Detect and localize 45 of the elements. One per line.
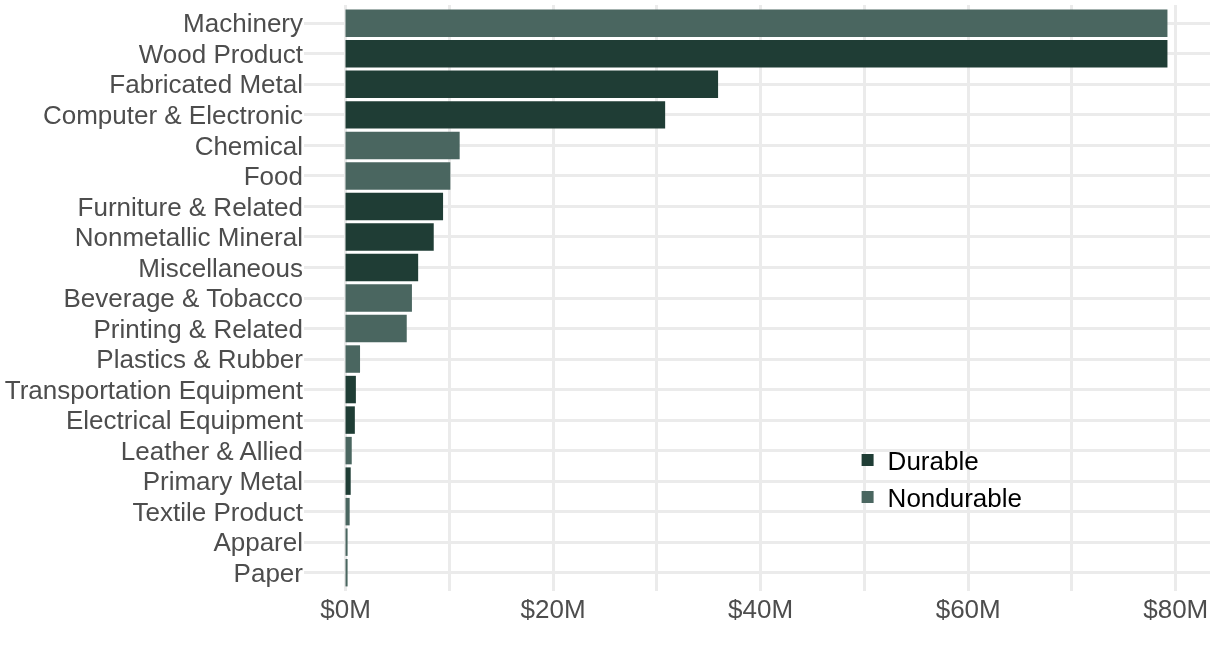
bar bbox=[345, 131, 460, 160]
bar bbox=[345, 192, 444, 221]
y-tick-label: Leather & Allied bbox=[120, 435, 303, 466]
y-tick-label: Wood Product bbox=[138, 38, 304, 69]
bar bbox=[345, 101, 666, 129]
y-tick-label: Paper bbox=[233, 557, 304, 588]
y-tick-label: Primary Metal bbox=[142, 466, 303, 497]
legend-label: Nondurable bbox=[887, 483, 1023, 514]
y-tick-label: Chemical bbox=[194, 130, 303, 161]
bar bbox=[345, 345, 361, 373]
y-tick-label: Machinery bbox=[183, 8, 303, 39]
x-tick-label: $80M bbox=[1143, 594, 1209, 624]
y-tick-label: Textile Product bbox=[132, 496, 304, 527]
bar bbox=[345, 162, 451, 190]
bar bbox=[345, 253, 419, 282]
y-tick-label: Nonmetallic Mineral bbox=[74, 222, 303, 253]
bar bbox=[345, 375, 356, 404]
y-tick-label: Fabricated Metal bbox=[109, 69, 303, 100]
bar bbox=[345, 314, 407, 343]
bar bbox=[345, 406, 355, 434]
y-tick-label: Computer & Electronic bbox=[42, 99, 303, 130]
bar bbox=[345, 40, 1168, 68]
bar bbox=[345, 497, 350, 526]
y-tick-label: Food bbox=[243, 161, 303, 192]
legend-label: Durable bbox=[887, 446, 979, 477]
y-tick-label: Apparel bbox=[213, 527, 303, 558]
x-tick-label: $20M bbox=[520, 594, 586, 624]
bar bbox=[345, 528, 348, 556]
bar bbox=[345, 436, 352, 465]
x-tick-label: $40M bbox=[728, 594, 794, 624]
bar bbox=[345, 9, 1168, 38]
x-tick-label: $60M bbox=[935, 594, 1001, 624]
y-tick-label: Plastics & Rubber bbox=[96, 344, 304, 375]
bar bbox=[345, 284, 412, 312]
y-tick-label: Beverage & Tobacco bbox=[63, 283, 303, 314]
bar bbox=[345, 467, 351, 495]
y-tick-label: Miscellaneous bbox=[138, 252, 303, 283]
bar bbox=[345, 70, 719, 99]
bar bbox=[345, 223, 434, 251]
y-tick-label: Furniture & Related bbox=[77, 191, 303, 222]
y-tick-label: Printing & Related bbox=[93, 313, 303, 344]
bar bbox=[345, 558, 348, 587]
y-tick-label: Electrical Equipment bbox=[66, 405, 304, 436]
y-tick-label: Transportation Equipment bbox=[4, 374, 304, 405]
x-tick-label: $0M bbox=[320, 594, 371, 624]
